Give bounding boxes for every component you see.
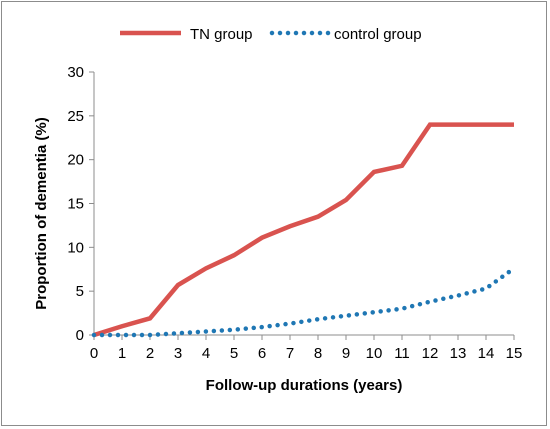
y-tick-label: 10 (67, 239, 84, 256)
y-tick-label: 25 (67, 108, 84, 125)
x-tick-label: 14 (478, 345, 495, 362)
x-tick-label: 3 (174, 345, 182, 362)
x-tick-label: 5 (230, 345, 238, 362)
legend-label-tn-group: TN group (190, 26, 253, 43)
y-axis-title: Proportion of dementia (%) (33, 117, 50, 310)
x-axis-title: Follow-up durations (years) (206, 377, 403, 394)
series-layer (91, 122, 517, 338)
x-tick-label: 2 (146, 345, 154, 362)
x-tick-label: 15 (506, 345, 523, 362)
legend-label-control-group: control group (334, 26, 422, 43)
y-tick-label: 15 (67, 196, 84, 213)
x-tick-label: 12 (422, 345, 439, 362)
x-tick-label: 11 (394, 345, 410, 362)
x-tick-label: 7 (286, 345, 294, 362)
x-tick-label: 8 (314, 345, 322, 362)
x-tick-label: 0 (90, 345, 98, 362)
x-tick-label: 13 (450, 345, 467, 362)
y-ticks: 0 5 10 15 20 25 30 (67, 64, 94, 344)
y-tick-label: 20 (67, 152, 84, 169)
x-tick-label: 9 (342, 345, 350, 362)
x-tick-label: 6 (258, 345, 266, 362)
x-tick-label: 10 (366, 345, 383, 362)
control-group-line (91, 266, 517, 338)
x-tick-label: 1 (118, 345, 126, 362)
y-tick-label: 0 (76, 327, 84, 344)
y-tick-label: 30 (67, 64, 84, 81)
x-tick-label: 4 (202, 345, 210, 362)
x-ticks: 0 1 2 3 4 5 6 7 8 9 10 11 12 13 14 15 (90, 335, 523, 362)
legend: TN group control group (120, 26, 422, 43)
y-tick-label: 5 (76, 283, 84, 300)
tn-group-line (93, 122, 514, 338)
